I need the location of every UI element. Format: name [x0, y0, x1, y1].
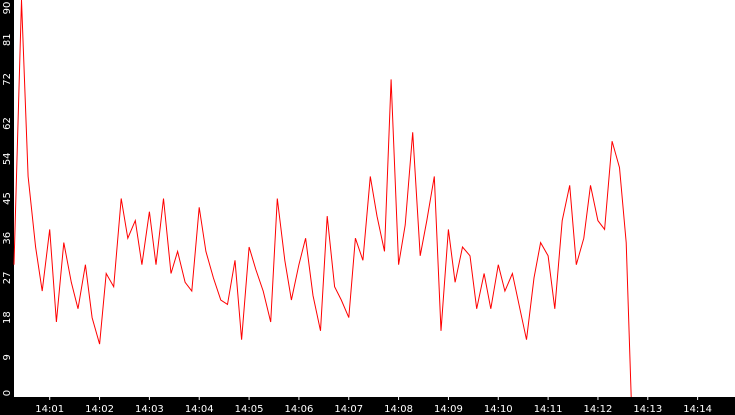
y-tick-label: 0 — [2, 390, 13, 396]
x-tick-label: 14:04 — [185, 404, 214, 415]
x-tick-label: 14:08 — [384, 404, 413, 415]
y-tick-label: 45 — [2, 192, 13, 205]
y-tick-label: 18 — [2, 311, 13, 324]
x-tick-label: 14:03 — [135, 404, 164, 415]
x-tick-label: 14:14 — [683, 404, 712, 415]
x-tick-label: 14:12 — [584, 404, 613, 415]
y-tick-label: 62 — [2, 117, 13, 130]
x-tick-label: 14:05 — [235, 404, 264, 415]
x-tick-label: 14:02 — [85, 404, 114, 415]
series-line — [13, 0, 632, 398]
y-tick-label: 90 — [2, 2, 13, 15]
y-tick-label: 81 — [2, 33, 13, 46]
y-tick-label: 36 — [2, 232, 13, 245]
x-axis: 14:01 14:02 14:03 14:04 14:05 14:06 14:07 14:08… — [35, 397, 712, 415]
y-tick-label: 27 — [2, 272, 13, 285]
x-tick-label: 14:07 — [334, 404, 363, 415]
x-tick-label: 14:09 — [434, 404, 463, 415]
y-axis: 0 9 18 27 36 45 54 62 72 81 90 — [2, 2, 13, 397]
x-tick-label: 14:11 — [534, 404, 563, 415]
x-tick-label: 14:10 — [484, 404, 513, 415]
series-layer — [13, 0, 632, 398]
y-tick-label: 72 — [2, 73, 13, 86]
y-tick-label: 9 — [2, 354, 13, 360]
x-tick-label: 14:06 — [284, 404, 313, 415]
x-tick-label: 14:13 — [633, 404, 662, 415]
y-tick-label: 54 — [2, 152, 13, 165]
x-tick-label: 14:01 — [35, 404, 64, 415]
